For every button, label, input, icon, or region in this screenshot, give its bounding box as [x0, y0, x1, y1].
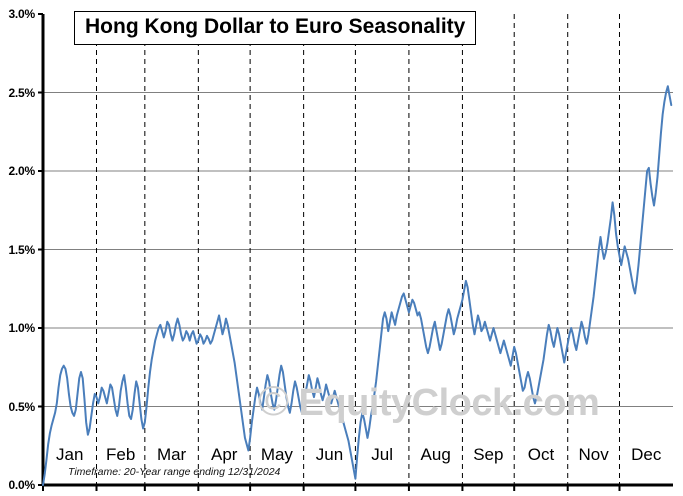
y-axis-tick-label: 0.5%: [8, 399, 35, 414]
x-axis-tick-label-may: May: [260, 445, 293, 464]
x-axis-tick-label-feb: Feb: [106, 445, 136, 464]
x-axis-tick-label-sep: Sep: [473, 445, 504, 464]
x-axis-tick-label-mar: Mar: [156, 445, 187, 464]
chart-title-box: Hong Kong Dollar to Euro Seasonality: [74, 11, 477, 45]
seasonality-line: [42, 85, 673, 486]
horizontal-gridlines: [43, 92, 673, 407]
page-title: Hong Kong Dollar to Euro Seasonality: [85, 15, 466, 38]
x-axis-tick-label-apr: Apr: [210, 445, 238, 464]
y-axis-tick-label: 0.0%: [8, 478, 35, 492]
x-axis-tick-label-nov: Nov: [578, 445, 609, 464]
x-axis-tick-label-aug: Aug: [420, 445, 451, 464]
y-axis-tick-label: 1.0%: [8, 321, 35, 335]
copyright-icon: ©: [258, 377, 289, 424]
month-divider-lines: [96, 14, 620, 485]
y-axis-tick-label: 1.5%: [8, 242, 35, 257]
y-axis-tick-label: 2.5%: [8, 85, 35, 100]
equityclock-watermark: © EquityClock.com: [258, 377, 600, 425]
x-axis-tick-label-jan: Jan: [56, 445, 84, 464]
x-axis-tick-label-jun: Jun: [315, 445, 344, 464]
x-axis-tick-label-jul: Jul: [371, 445, 394, 464]
watermark-text: EquityClock.com: [298, 382, 600, 424]
y-axis-tick-label: 2.0%: [8, 164, 35, 178]
timeframe-note: Timeframe: 20-Year range ending 12/31/20…: [68, 466, 281, 478]
y-axis-tick-label: 3.0%: [8, 7, 35, 21]
axis-tick-marks: [38, 13, 621, 491]
x-axis-tick-label-oct: Oct: [527, 445, 555, 464]
x-axis-tick-label-dec: Dec: [631, 445, 662, 464]
